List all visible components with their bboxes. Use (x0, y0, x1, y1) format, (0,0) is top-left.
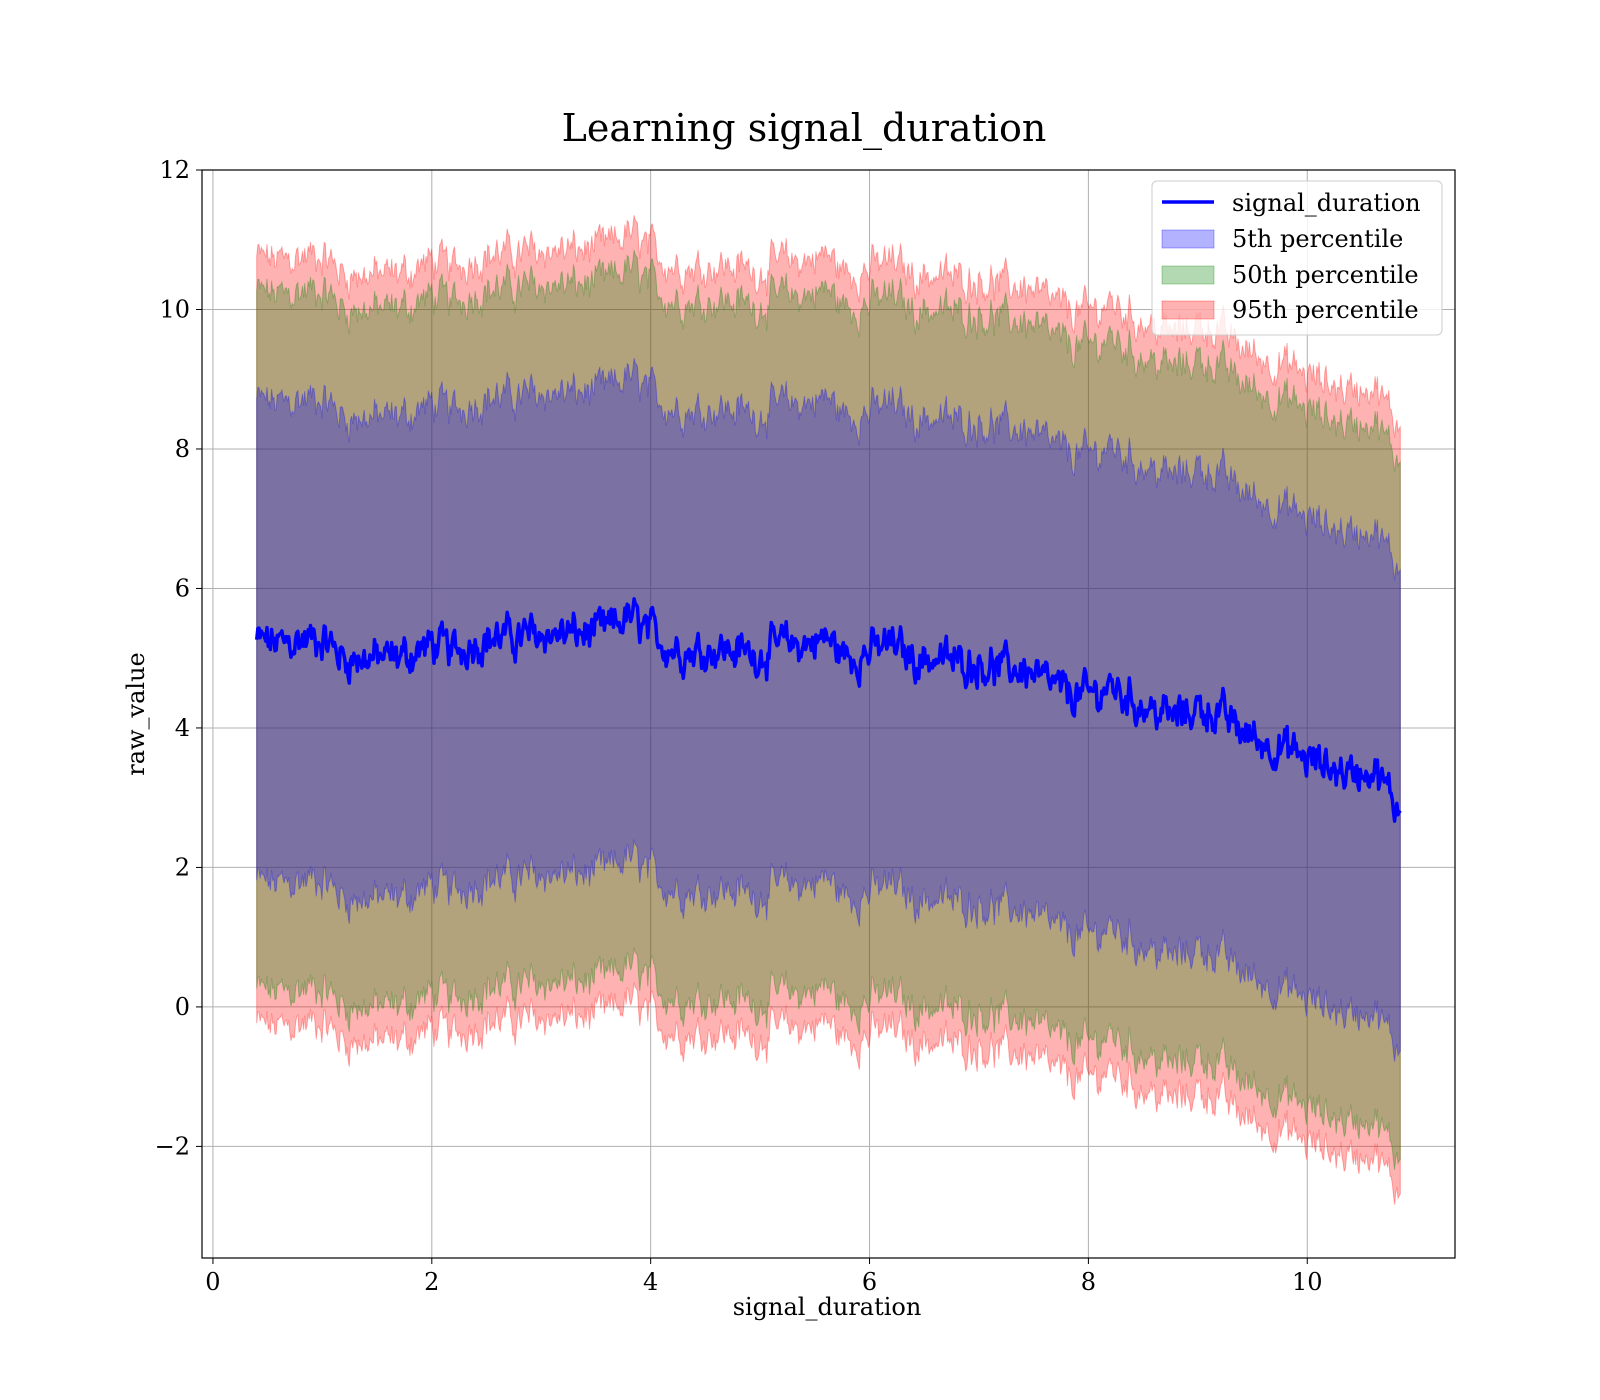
y-tick-label: 2 (175, 853, 190, 881)
x-tick-label: 6 (862, 1268, 877, 1296)
y-tick-label: 4 (175, 714, 190, 742)
signal-duration-line (254, 597, 1402, 823)
y-tick-label: −2 (155, 1132, 190, 1160)
legend-swatch-95th (1161, 300, 1215, 320)
legend-label-1: 5th percentile (1232, 225, 1403, 253)
ticks: 0 2 4 6 8 10 −2 0 2 4 6 8 10 12 (155, 156, 1323, 1296)
legend-label-3: 95th percentile (1232, 296, 1419, 324)
signal-line-layer (254, 597, 1402, 823)
chart-title: Learning signal_duration (562, 106, 1047, 151)
x-axis-label: signal_duration (733, 1293, 922, 1321)
y-tick-label: 6 (175, 574, 190, 602)
legend-box (1151, 180, 1443, 336)
x-tick-label: 0 (205, 1268, 220, 1296)
legend-swatch-5th (1161, 229, 1215, 249)
y-tick-label: 10 (159, 295, 190, 323)
legend: signal_duration 5th percentile 50th perc… (1151, 180, 1443, 336)
band-95th-percentile (256, 215, 1401, 1205)
x-tick-label: 10 (1292, 1268, 1323, 1296)
x-tick-label: 4 (643, 1268, 658, 1296)
legend-label-2: 50th percentile (1232, 261, 1419, 289)
x-tick-label: 2 (424, 1268, 439, 1296)
band-50th-percentile (256, 249, 1401, 1170)
y-axis-label: raw_value (122, 652, 150, 776)
x-tick-label: 8 (1081, 1268, 1096, 1296)
y-tick-label: 12 (159, 156, 190, 184)
axes-frame (201, 169, 1456, 1259)
legend-swatch-50th (1161, 265, 1215, 285)
y-tick-label: 0 (175, 993, 190, 1021)
legend-label-0: signal_duration (1232, 189, 1421, 217)
y-tick-label: 8 (175, 435, 190, 463)
band-5th-percentile (256, 358, 1401, 1062)
percentile-bands (256, 215, 1401, 1205)
